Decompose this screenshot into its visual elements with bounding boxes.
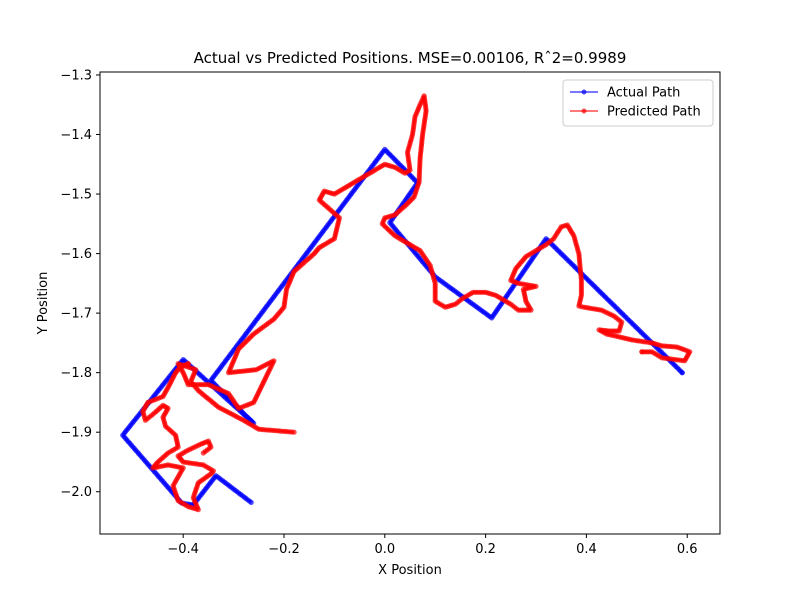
data-point <box>639 349 645 355</box>
x-tick-label: 0.0 <box>374 542 395 557</box>
y-tick-label: −1.4 <box>60 128 92 143</box>
x-tick-label: −0.2 <box>268 542 300 557</box>
x-tick-label: −0.4 <box>167 542 199 557</box>
plot-area-frame <box>99 71 721 535</box>
y-axis-title: Y Position <box>36 272 51 336</box>
x-axis-title: X Position <box>378 563 442 578</box>
legend-marker-actual <box>581 89 587 95</box>
x-tick-label: 0.2 <box>475 542 496 557</box>
legend: Actual Path Predicted Path <box>562 79 714 127</box>
y-tick-label: −1.5 <box>60 188 92 203</box>
y-tick-label: −1.9 <box>60 426 92 441</box>
series-layer <box>120 93 693 513</box>
series-2 <box>140 361 216 513</box>
data-point <box>679 370 685 376</box>
legend-label-predicted: Predicted Path <box>607 105 701 120</box>
y-axis: −1.3 −1.4 −1.5 −1.6 −1.7 −1.8 −1.9 −2.0 <box>60 68 100 500</box>
chart-title: Actual vs Predicted Positions. MSE=0.001… <box>194 49 627 67</box>
legend-label-actual: Actual Path <box>607 86 680 101</box>
y-tick-label: −1.3 <box>60 68 92 83</box>
y-tick-label: −1.6 <box>60 247 92 262</box>
x-tick-label: 0.6 <box>677 542 698 557</box>
legend-marker-predicted <box>581 108 587 114</box>
y-tick-label: −1.8 <box>60 366 92 381</box>
legend-box <box>562 79 714 127</box>
x-tick-label: 0.4 <box>576 542 597 557</box>
y-tick-label: −1.7 <box>60 307 92 322</box>
y-tick-label: −2.0 <box>60 485 92 500</box>
x-axis: −0.4 −0.2 0.0 0.2 0.4 0.6 <box>167 534 698 557</box>
data-point <box>185 361 191 367</box>
